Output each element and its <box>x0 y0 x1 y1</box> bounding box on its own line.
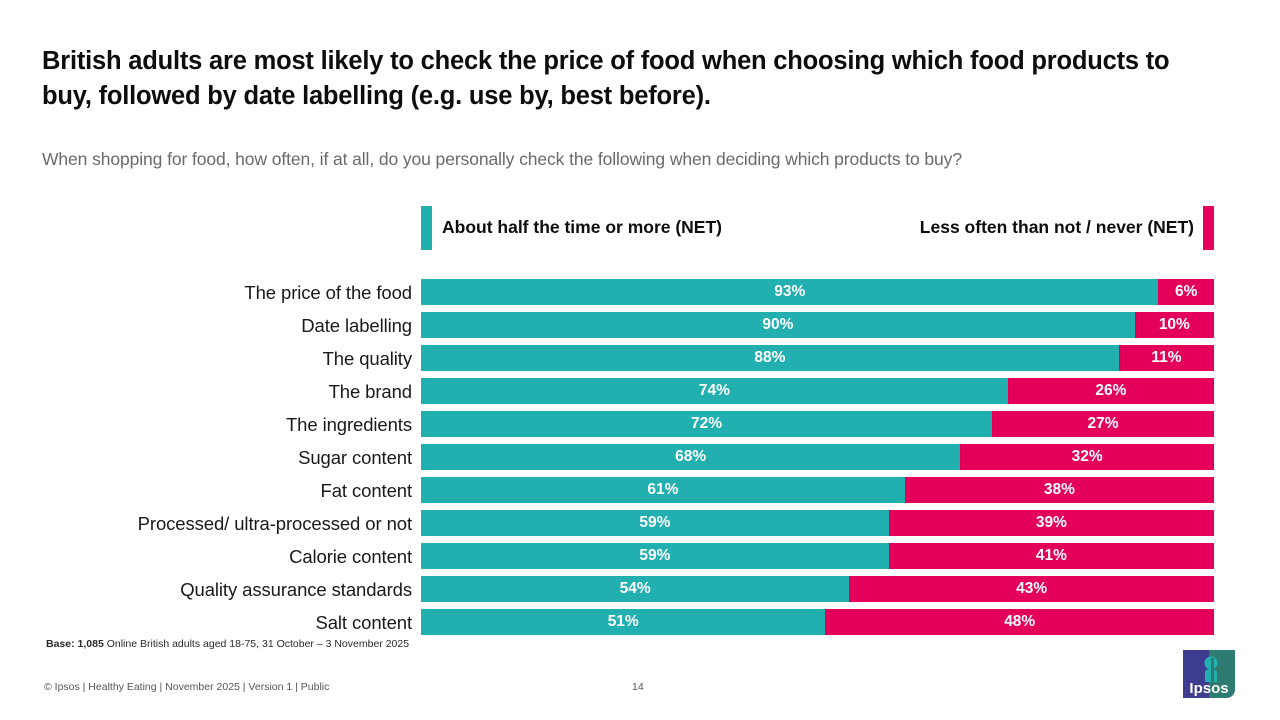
category-label: Quality assurance standards <box>180 578 412 600</box>
category-label: Sugar content <box>298 446 412 468</box>
chart-row: Processed/ ultra-processed or not 59% 39% <box>0 507 1280 540</box>
bar-segment-net-often: 51% <box>421 609 826 635</box>
base-note-bold: Base: 1,085 <box>46 638 104 650</box>
bar-segment-net-seldom: 41% <box>888 543 1214 569</box>
category-label: Processed/ ultra-processed or not <box>137 512 412 534</box>
bar-segment-net-often: 93% <box>421 279 1159 305</box>
category-label: The price of the food <box>244 281 412 303</box>
base-note: Base: 1,085 Online British adults aged 1… <box>46 638 409 650</box>
chart-row: The brand 74% 26% <box>0 375 1280 408</box>
legend-swatch-left <box>421 206 432 250</box>
base-note-rest: Online British adults aged 18-75, 31 Oct… <box>103 638 410 650</box>
bar-segment-net-often: 88% <box>421 345 1119 371</box>
chart-row: Calorie content 59% 41% <box>0 540 1280 573</box>
bar-track: 59% 39% <box>421 510 1214 536</box>
page-subtitle: When shopping for food, how often, if at… <box>42 149 962 169</box>
bar-segment-net-seldom: 27% <box>991 411 1214 437</box>
bar-segment-net-seldom: 32% <box>960 444 1214 470</box>
bar-segment-net-seldom: 43% <box>849 576 1214 602</box>
ipsos-logo-text: Ipsos <box>1189 680 1228 697</box>
bar-track: 93% 6% <box>421 279 1214 305</box>
category-label: Calorie content <box>289 545 412 567</box>
chart-row: The ingredients 72% 27% <box>0 408 1280 441</box>
bar-track: 61% 38% <box>421 477 1214 503</box>
bar-segment-net-often: 90% <box>421 312 1135 338</box>
category-label: The ingredients <box>285 413 412 435</box>
category-label: Date labelling <box>301 314 412 336</box>
chart-row: Fat content 61% 38% <box>0 474 1280 507</box>
chart-row: Date labelling 90% 10% <box>0 309 1280 342</box>
bar-segment-net-often: 59% <box>421 543 889 569</box>
chart-legend: About half the time or more (NET) Less o… <box>421 206 1214 250</box>
bar-segment-net-often: 54% <box>421 576 850 602</box>
category-label: Salt content <box>315 611 412 633</box>
bar-segment-net-often: 68% <box>421 444 961 470</box>
chart-row: Sugar content 68% 32% <box>0 441 1280 474</box>
bar-segment-net-seldom: 10% <box>1134 312 1214 338</box>
bar-segment-net-often: 74% <box>421 378 1008 404</box>
stacked-bar-chart: The price of the food 93% 6% Date labelling… <box>0 276 1280 639</box>
bar-segment-net-seldom: 26% <box>1007 378 1214 404</box>
bar-segment-net-often: 61% <box>421 477 905 503</box>
legend-swatch-right <box>1203 206 1214 250</box>
legend-label-left: About half the time or more (NET) <box>442 217 722 237</box>
chart-row: The quality 88% 11% <box>0 342 1280 375</box>
bar-segment-net-seldom: 6% <box>1158 279 1214 305</box>
bar-segment-net-seldom: 11% <box>1118 345 1214 371</box>
bar-segment-net-often: 72% <box>421 411 992 437</box>
bar-track: 88% 11% <box>421 345 1214 371</box>
bar-track: 90% 10% <box>421 312 1214 338</box>
bar-segment-net-seldom: 48% <box>825 609 1214 635</box>
legend-label-right: Less often than not / never (NET) <box>919 217 1194 237</box>
bar-track: 59% 41% <box>421 543 1214 569</box>
bar-track: 68% 32% <box>421 444 1214 470</box>
category-label: The brand <box>328 380 413 402</box>
page-number: 14 <box>632 681 644 693</box>
chart-row: Quality assurance standards 54% 43% <box>0 573 1280 606</box>
bar-track: 54% 43% <box>421 576 1214 602</box>
bar-track: 74% 26% <box>421 378 1214 404</box>
bar-segment-net-seldom: 39% <box>888 510 1214 536</box>
bar-segment-net-seldom: 38% <box>904 477 1214 503</box>
ipsos-logo: Ipsos <box>1181 648 1237 700</box>
bar-segment-net-often: 59% <box>421 510 889 536</box>
chart-row: The price of the food 93% 6% <box>0 276 1280 309</box>
copyright-note: © Ipsos | Healthy Eating | November 2025… <box>44 681 330 693</box>
page-title: British adults are most likely to check … <box>42 47 1170 111</box>
category-label: The quality <box>322 347 413 369</box>
category-label: Fat content <box>320 479 413 501</box>
bar-track: 72% 27% <box>421 411 1214 437</box>
ipsos-logo-icon: Ipsos <box>1183 650 1235 698</box>
chart-row: Salt content 51% 48% <box>0 606 1280 639</box>
bar-track: 51% 48% <box>421 609 1214 635</box>
